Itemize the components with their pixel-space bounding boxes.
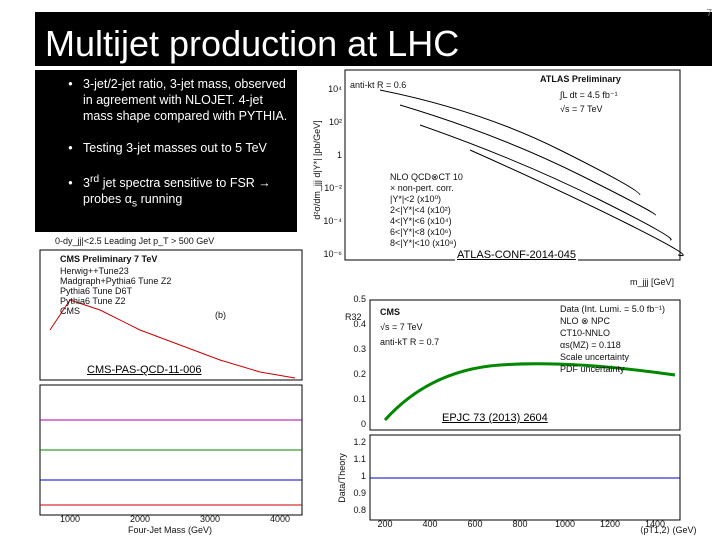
legend-entry: × non-pert. corr. [390, 183, 454, 193]
x-tick-label: 200 [377, 519, 392, 529]
x-tick-label: 800 [512, 519, 527, 529]
plot-note: 0-dy_jj|<2.5 Leading Jet p_T > 500 GeV [55, 236, 214, 246]
y-tick-label: 0 [361, 419, 366, 429]
text: running [137, 192, 183, 207]
legend-entry: 4<|Y*|<6 (x10⁴) [390, 216, 452, 226]
legend-entry: 8<|Y*|<10 (x10⁸) [390, 238, 457, 248]
text: rd [89, 174, 100, 185]
plot-heading: ATLAS Preliminary [540, 74, 621, 84]
y-axis-label: d²σ/dm_jjj d|Y*| [pb/GeV] [312, 120, 322, 219]
y-tick-label: 0.2 [353, 369, 366, 379]
legend-entry: CMS [60, 306, 80, 316]
bullet: 3-jet/2-jet ratio, 3-jet mass, observed … [83, 76, 289, 124]
plot-note: √s = 7 TeV [380, 322, 423, 332]
y-tick-label: 0.5 [353, 294, 366, 304]
x-tick-label: 400 [422, 519, 437, 529]
y-tick-label: 10² [329, 117, 342, 127]
x-tick-label: 3000 [200, 514, 220, 524]
y-tick-label: 10⁻² [324, 183, 342, 193]
x-axis-label: ⟨pT1,2⟩ (GeV) [640, 525, 697, 535]
x-tick-label: 600 [467, 519, 482, 529]
plot-heading: CMS Preliminary 7 TeV [60, 254, 157, 264]
y-axis-label: R32 [345, 312, 362, 322]
text: jet spectra sensitive to FSR → probes α [83, 176, 271, 207]
y-tick-label: 0.1 [353, 394, 366, 404]
y-tick-label: 0.9 [353, 488, 366, 498]
legend-entry: CT10-NNLO [560, 328, 610, 338]
x-tick-label: 1400 [645, 519, 665, 529]
legend-entry: Herwig++Tune23 [60, 266, 129, 276]
x-axis-label: m_jjj [GeV] [630, 277, 674, 287]
bullet-box: 3-jet/2-jet ratio, 3-jet mass, observed … [35, 70, 297, 232]
legend-entry: Scale uncertainty [560, 352, 630, 362]
x-axis-label: Four-Jet Mass (GeV) [128, 525, 212, 535]
y-axis-label: Data/Theory [337, 453, 347, 503]
plot-note: anti-kt R = 0.6 [350, 80, 406, 90]
legend-entry: 6<|Y*|<8 (x10⁶) [390, 227, 451, 237]
cms-4jet-plot: 0-dy_jj|<2.5 Leading Jet p_T > 500 GeV C… [30, 233, 312, 535]
legend-entry: αs(MZ) = 0.118 [560, 340, 621, 350]
y-tick-label: 1.2 [353, 437, 366, 447]
x-tick-label: 1000 [555, 519, 575, 529]
plot-note: anti-kT R = 0.7 [380, 337, 439, 347]
legend-entry: 2<|Y*|<4 (x10²) [390, 205, 451, 215]
y-tick-label: 1.1 [353, 454, 366, 464]
plot-heading: CMS [380, 307, 400, 317]
text: s [131, 198, 138, 210]
legend-entry: |Y*|<2 (x10⁰) [390, 194, 441, 204]
x-tick-label: 4000 [270, 514, 290, 524]
legend-entry: Pythia6 Tune D6T [60, 286, 133, 296]
y-tick-label: 1 [337, 150, 342, 160]
y-tick-label: 0.4 [353, 319, 366, 329]
text: 3 [83, 176, 90, 191]
legend-entry: Pythia6 Tune Z2 [60, 296, 126, 306]
reference: ATLAS-CONF-2014-045 [455, 249, 579, 261]
y-tick-label: 1 [361, 471, 366, 481]
y-tick-label: 10⁻⁴ [323, 216, 342, 226]
y-tick-label: 10⁴ [328, 84, 342, 94]
bullet: Testing 3-jet masses out to 5 TeV [83, 140, 289, 156]
reference: CMS-PAS-QCD-11-006 [85, 364, 204, 376]
y-tick-label: 0.3 [353, 344, 366, 354]
x-tick-label: 2000 [130, 514, 150, 524]
bullet: 3rd jet spectra sensitive to FSR → probe… [83, 172, 289, 213]
reference: EPJC 73 (2013) 2604 [440, 412, 550, 424]
legend-entry: NLO QCD⊗CT 10 [390, 172, 463, 182]
legend-entry: Data (Int. Lumi. = 5.0 fb⁻¹) [560, 304, 665, 314]
legend-entry: NLO ⊗ NPC [560, 316, 611, 326]
plot-note: ∫L dt = 4.5 fb⁻¹ [559, 90, 618, 100]
panel-label: (b) [215, 310, 226, 320]
y-tick-label: 0.8 [353, 505, 366, 515]
legend-entry: Madgraph+Pythia6 Tune Z2 [60, 276, 171, 286]
x-tick-label: 1000 [60, 514, 80, 524]
plot-note: √s = 7 TeV [560, 104, 603, 114]
y-tick-label: 10⁻⁶ [324, 249, 343, 259]
page-number: 7 [706, 8, 712, 19]
slide-title: Multijet production at LHC [35, 12, 712, 66]
legend-entry: PDF uncertainty [560, 364, 625, 374]
x-tick-label: 1200 [600, 519, 620, 529]
